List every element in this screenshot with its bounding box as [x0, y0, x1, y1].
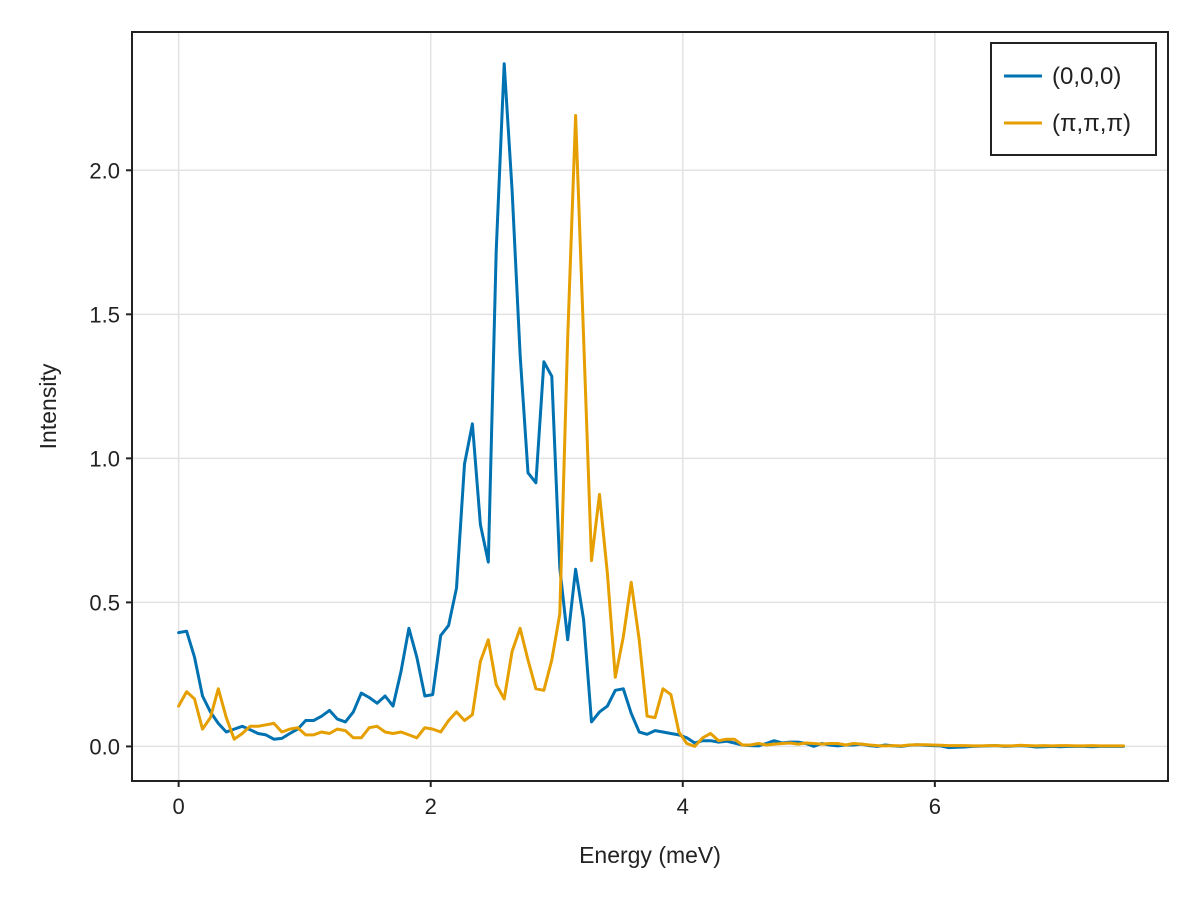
y-tick-label: 0.5 — [89, 590, 120, 615]
y-tick-label: 0.0 — [89, 734, 120, 759]
series-line-2 — [177, 114, 1125, 748]
x-tick-label: 4 — [677, 794, 689, 819]
grid-lines — [132, 32, 1168, 781]
x-tick-label: 2 — [425, 794, 437, 819]
legend-label: (π,π,π) — [1052, 110, 1131, 137]
y-tick-label: 1.0 — [89, 446, 120, 471]
x-tick-label: 0 — [173, 794, 185, 819]
y-tick-label: 2.0 — [89, 158, 120, 183]
plot-frame — [131, 31, 1169, 782]
legend-box — [990, 42, 1157, 156]
series-lines — [177, 62, 1125, 750]
x-tick-label: 6 — [929, 794, 941, 819]
legend-label: (0,0,0) — [1052, 63, 1121, 90]
legend: (0,0,0) (π,π,π) — [990, 42, 1157, 156]
x-axis-label: Energy (meV) — [579, 842, 721, 868]
y-axis-label: Intensity — [35, 363, 61, 449]
y-tick-label: 1.5 — [89, 302, 120, 327]
axis-ticks: 0 2 4 6 0.0 0.5 1.0 1.5 2.0 — [89, 158, 941, 819]
